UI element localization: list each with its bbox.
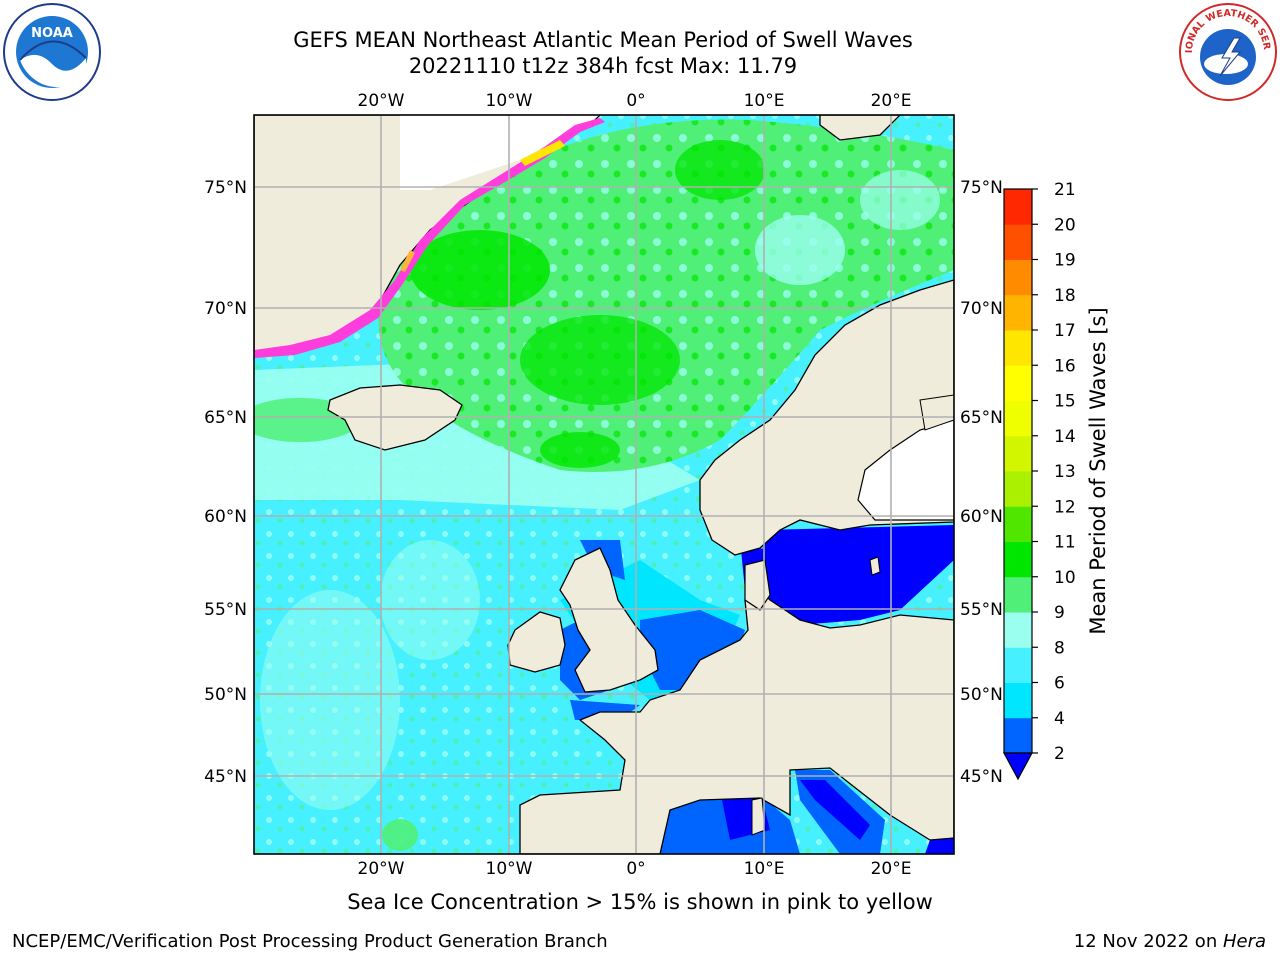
lat-tick-left: 50°N: [204, 685, 247, 705]
lon-tick-top: 0°: [626, 91, 645, 111]
lat-tick-left: 60°N: [204, 507, 247, 527]
lon-tick-top: 10°W: [486, 91, 533, 111]
noaa-logo-text: NOAA: [31, 26, 73, 41]
colorbar-tick-label: 9: [1054, 603, 1065, 623]
colorbar-swatch: [1004, 330, 1032, 366]
colorbar-tick-label: 13: [1054, 462, 1076, 482]
colorbar-swatch: [1004, 471, 1032, 507]
colorbar-swatch: [1004, 294, 1032, 331]
colorbar-tick-label: 20: [1054, 215, 1076, 235]
colorbar-swatch: [1004, 189, 1032, 225]
colorbar-swatch: [1004, 647, 1032, 683]
map-title: GEFS MEAN Northeast Atlantic Mean Period…: [293, 28, 913, 52]
colorbar-swatch: [1004, 682, 1032, 719]
nws-logo: NATIONAL WEATHER SERVICE: [1178, 2, 1277, 101]
colorbar-tick-label: 4: [1054, 709, 1065, 729]
colorbar-tick-label: 10: [1054, 568, 1076, 588]
colorbar-swatch: [1004, 541, 1032, 578]
colorbar-tick-label: 6: [1054, 674, 1065, 694]
lat-tick-left: 55°N: [204, 600, 247, 620]
colorbar-swatch: [1004, 259, 1032, 296]
map-field: [254, 115, 954, 854]
colorbar-extend-arrow: [1002, 752, 1034, 781]
colorbar-tick-label: 11: [1054, 533, 1076, 553]
colorbar: 2 4 6 8 9 10 11 12 13 14 15 16 17 18 19 20 21: [1002, 180, 1076, 781]
colorbar-tick-label: 14: [1054, 427, 1076, 447]
colorbar-tick-label: 19: [1054, 251, 1076, 271]
colorbar-tick-label: 2: [1054, 744, 1065, 764]
lon-tick-bottom: 20°E: [871, 859, 912, 879]
footer-credit: NCEP/EMC/Verification Post Processing Pr…: [12, 931, 608, 952]
colorbar-swatch: [1004, 506, 1032, 542]
lat-tick-right: 45°N: [960, 767, 1003, 787]
colorbar-tick-label: 21: [1054, 180, 1076, 200]
lon-tick-bottom: 10°E: [744, 859, 785, 879]
lat-tick-left: 45°N: [204, 767, 247, 787]
footer-date: 12 Nov 2022 on Hera: [1074, 931, 1266, 952]
footer-date-text: 12 Nov 2022 on: [1073, 931, 1223, 952]
colorbar-swatch: [1004, 365, 1032, 401]
colorbar-swatch: [1004, 612, 1032, 648]
lat-tick-left: 75°N: [204, 178, 247, 198]
colorbar-swatch: [1004, 717, 1032, 754]
map-subtitle: 20221110 t12z 384h fcst Max: 11.79: [408, 54, 798, 78]
map-frame: [253, 114, 955, 855]
colorbar-tick-label: 17: [1054, 321, 1076, 341]
colorbar-tick-label: 18: [1054, 286, 1076, 306]
lon-tick-bottom: 10°W: [486, 859, 533, 879]
lat-tick-right: 65°N: [960, 408, 1003, 428]
colorbar-tick-label: 12: [1054, 497, 1076, 517]
lat-tick-right: 75°N: [960, 178, 1003, 198]
lat-tick-right: 55°N: [960, 600, 1003, 620]
colorbar-tick-label: 15: [1054, 392, 1076, 412]
lon-tick-top: 20°E: [871, 91, 912, 111]
noaa-logo: NOAA: [3, 3, 101, 101]
colorbar-swatch: [1004, 400, 1032, 437]
lon-tick-bottom: 20°W: [358, 859, 405, 879]
sea-ice-note: Sea Ice Concentration > 15% is shown in …: [347, 890, 933, 914]
colorbar-tick-label: 8: [1054, 638, 1065, 658]
colorbar-swatch: [1004, 576, 1032, 613]
lon-tick-top: 20°W: [358, 91, 405, 111]
lat-tick-right: 50°N: [960, 685, 1003, 705]
footer-host: Hera: [1222, 931, 1266, 952]
lat-tick-left: 70°N: [204, 299, 247, 319]
colorbar-label: Mean Period of Swell Waves [s]: [1086, 307, 1110, 634]
lat-tick-left: 65°N: [204, 408, 247, 428]
lon-tick-bottom: 0°: [626, 859, 645, 879]
lat-tick-right: 60°N: [960, 507, 1003, 527]
colorbar-swatch: [1004, 224, 1032, 260]
lon-tick-top: 10°E: [744, 91, 785, 111]
colorbar-swatch: [1004, 435, 1032, 472]
lat-tick-right: 70°N: [960, 299, 1003, 319]
colorbar-tick-label: 16: [1054, 356, 1076, 376]
